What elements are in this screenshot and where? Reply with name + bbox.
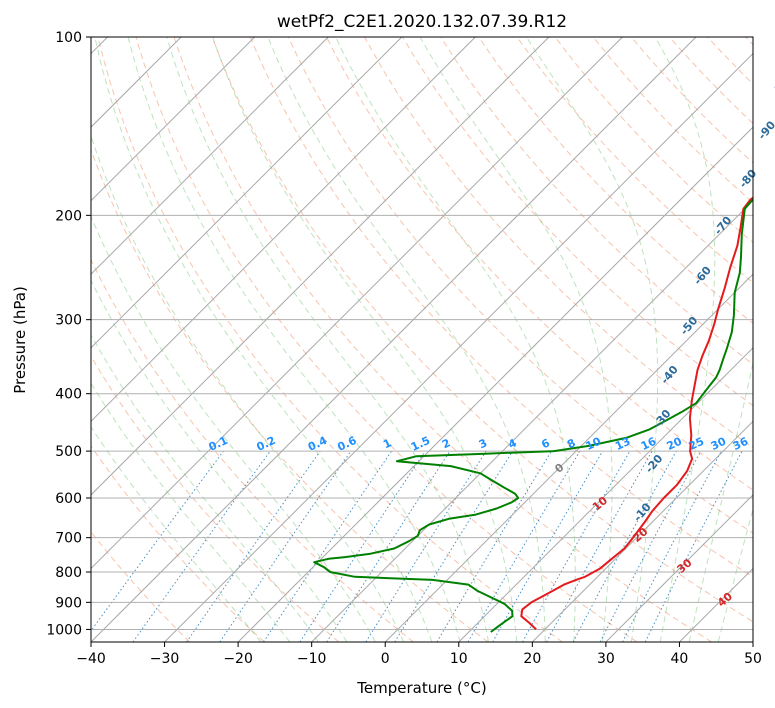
y-tick-label: 900 bbox=[55, 595, 82, 611]
mixing-ratio-line bbox=[394, 450, 514, 642]
y-tick-label: 1000 bbox=[46, 622, 82, 638]
dry-adiabat-line bbox=[287, 37, 753, 534]
mixing-ratio-line bbox=[546, 450, 653, 642]
dry-adiabat-line bbox=[326, 37, 753, 491]
moist-adiabat-line bbox=[94, 37, 433, 642]
isotherm-line bbox=[605, 494, 753, 642]
grid bbox=[91, 37, 753, 642]
moist-adiabat-line bbox=[335, 37, 576, 642]
mixing-ratio-line bbox=[522, 450, 631, 642]
moist-adiabat-line bbox=[525, 37, 659, 642]
dry-adiabat-line bbox=[173, 37, 713, 642]
moist-adiabat-line bbox=[127, 37, 461, 642]
moist-adiabat-line bbox=[717, 507, 753, 642]
y-tick-label: 100 bbox=[55, 30, 82, 46]
x-tick-label: 20 bbox=[523, 651, 541, 667]
x-tick-label: 40 bbox=[671, 651, 689, 667]
series-line-1 bbox=[520, 196, 753, 631]
dry-adiabat-line bbox=[91, 355, 340, 642]
moist-adiabat-line bbox=[91, 426, 262, 642]
plot-background bbox=[91, 37, 753, 642]
mixing-ratio-label: 30 bbox=[709, 435, 729, 453]
y-tick-label: 500 bbox=[55, 444, 82, 460]
y-axis-label: Pressure (hPa) bbox=[11, 286, 29, 394]
x-tick-label: −30 bbox=[150, 651, 180, 667]
mixing-ratio-line bbox=[186, 450, 321, 642]
mixing-ratio-label: 36 bbox=[731, 435, 751, 453]
y-tick-label: 600 bbox=[55, 491, 82, 507]
y-tick-label: 700 bbox=[55, 531, 82, 547]
isotherm-line bbox=[91, 37, 550, 496]
plot-frame bbox=[90, 36, 754, 643]
isotherm-line bbox=[91, 37, 256, 202]
mixing-ratio-label: 20 bbox=[665, 435, 685, 453]
x-tick-label: 50 bbox=[744, 651, 762, 667]
moist-adiabat-line bbox=[419, 37, 613, 642]
isotherm-line bbox=[384, 273, 753, 642]
mixing-ratio-label: 16 bbox=[639, 435, 659, 453]
mixing-ratio-line bbox=[326, 450, 451, 642]
x-axis-label: Temperature (°C) bbox=[356, 679, 486, 697]
mixing-ratio-line bbox=[132, 450, 271, 642]
mixing-ratio-label: 10 bbox=[584, 435, 604, 453]
mixing-ratio-label: 13 bbox=[613, 435, 632, 453]
dry-adiabat-line bbox=[249, 37, 753, 578]
isotherm-line bbox=[531, 420, 753, 642]
axes: −40 −30 −20 −10 0 10 20 30 40 50 1000 900 800 700 600 5… bbox=[46, 30, 762, 667]
moist-adiabat-line bbox=[654, 37, 716, 642]
x-tick-label: −40 bbox=[76, 651, 106, 667]
isotherm-line bbox=[91, 37, 623, 570]
dry-adiabat-line bbox=[97, 37, 563, 642]
moist-adiabat-line bbox=[267, 37, 546, 642]
mixing-ratio-label: 25 bbox=[687, 435, 706, 453]
mixing-ratio-line bbox=[91, 450, 224, 632]
isotherm-line bbox=[237, 126, 753, 642]
y-tick-label: 300 bbox=[55, 313, 82, 329]
dry-adiabat-line bbox=[211, 37, 753, 623]
isotherm-line bbox=[91, 37, 403, 349]
x-tick-label: −10 bbox=[297, 651, 327, 667]
y-tick-label: 800 bbox=[55, 565, 82, 581]
mixing-ratio-line bbox=[299, 450, 426, 642]
moist-adiabat-line bbox=[91, 214, 376, 642]
y-tick-label: 200 bbox=[55, 208, 82, 224]
dry-adiabat-line bbox=[135, 37, 638, 642]
chart-title: wetPf2_C2E1.2020.132.07.39.R12 bbox=[277, 12, 567, 32]
moist-adiabat-line bbox=[212, 37, 518, 642]
isotherm-line bbox=[164, 52, 753, 642]
dry-adiabat-line bbox=[91, 258, 414, 642]
dry-adiabat-line bbox=[91, 445, 265, 642]
isotherm-line bbox=[91, 37, 329, 275]
isotherm-line bbox=[458, 347, 753, 642]
isotherm-line bbox=[91, 37, 697, 642]
x-tick-label: 10 bbox=[450, 651, 468, 667]
y-tick-label: 400 bbox=[55, 387, 82, 403]
x-tick-label: 0 bbox=[381, 651, 390, 667]
isotherm-line bbox=[311, 199, 753, 642]
moist-adiabat-line bbox=[91, 134, 405, 642]
isotherm-line bbox=[91, 37, 476, 423]
moist-adiabat-line bbox=[166, 37, 489, 642]
x-tick-label: −20 bbox=[223, 651, 253, 667]
moist-adiabat-line bbox=[688, 360, 753, 642]
mixing-ratio-line bbox=[572, 450, 677, 642]
mixing-ratio-line bbox=[644, 450, 743, 642]
mixing-ratio-line bbox=[263, 450, 392, 642]
background-guides bbox=[91, 37, 753, 642]
mixing-ratio-line bbox=[219, 450, 352, 642]
x-tick-label: 30 bbox=[597, 651, 615, 667]
